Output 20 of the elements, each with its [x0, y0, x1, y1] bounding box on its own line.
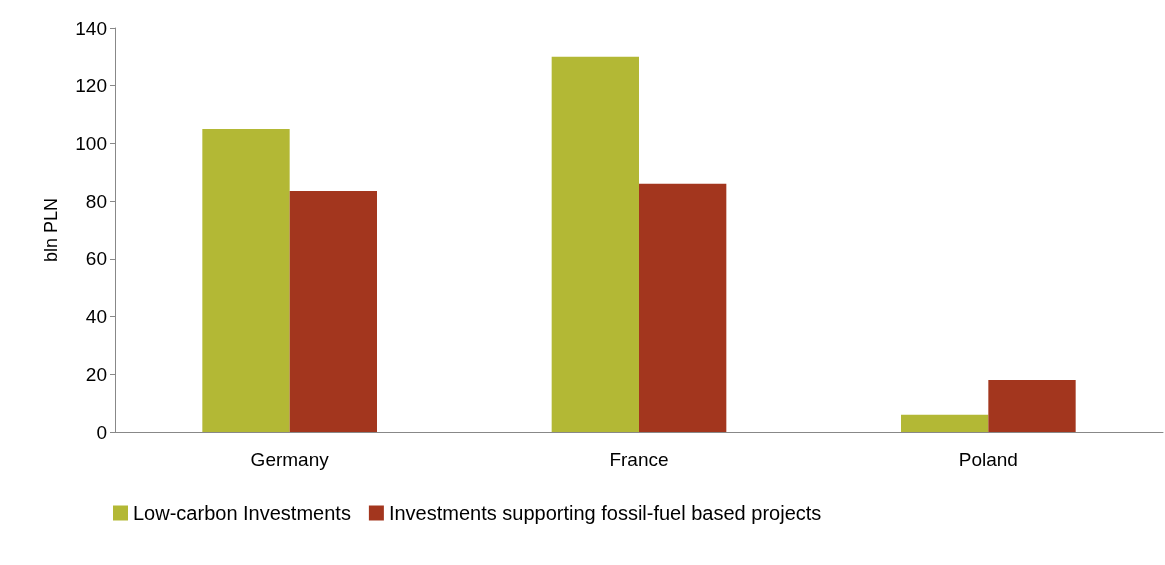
- x-tick-label: Germany: [250, 449, 330, 470]
- bar: [551, 56, 639, 432]
- legend-label: Investments supporting fossil-fuel based projects: [388, 502, 822, 524]
- bar: [289, 191, 377, 432]
- y-tick-label: 120: [75, 75, 107, 97]
- y-tick-label: 0: [96, 421, 107, 443]
- legend-label: Low-carbon Investments: [133, 502, 351, 524]
- y-tick-label: 100: [75, 132, 107, 154]
- x-tick-label: France: [609, 449, 669, 470]
- y-axis-title: bln PLN: [41, 197, 61, 263]
- bar: [202, 129, 290, 432]
- y-tick-label: 140: [75, 17, 107, 39]
- y-tick-label: 80: [85, 190, 107, 212]
- y-tick-label: 60: [85, 248, 107, 270]
- bar: [901, 414, 989, 432]
- y-tick-label: 20: [85, 363, 107, 385]
- x-tick-label: Poland: [958, 449, 1018, 470]
- bar: [988, 380, 1076, 432]
- y-tick-label: 40: [85, 306, 107, 328]
- bar: [639, 183, 727, 432]
